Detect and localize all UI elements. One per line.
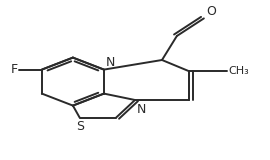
Text: S: S (76, 120, 84, 133)
Text: N: N (136, 103, 146, 116)
Text: O: O (207, 5, 217, 18)
Text: N: N (105, 56, 115, 69)
Text: F: F (11, 63, 18, 76)
Text: CH₃: CH₃ (228, 66, 249, 76)
